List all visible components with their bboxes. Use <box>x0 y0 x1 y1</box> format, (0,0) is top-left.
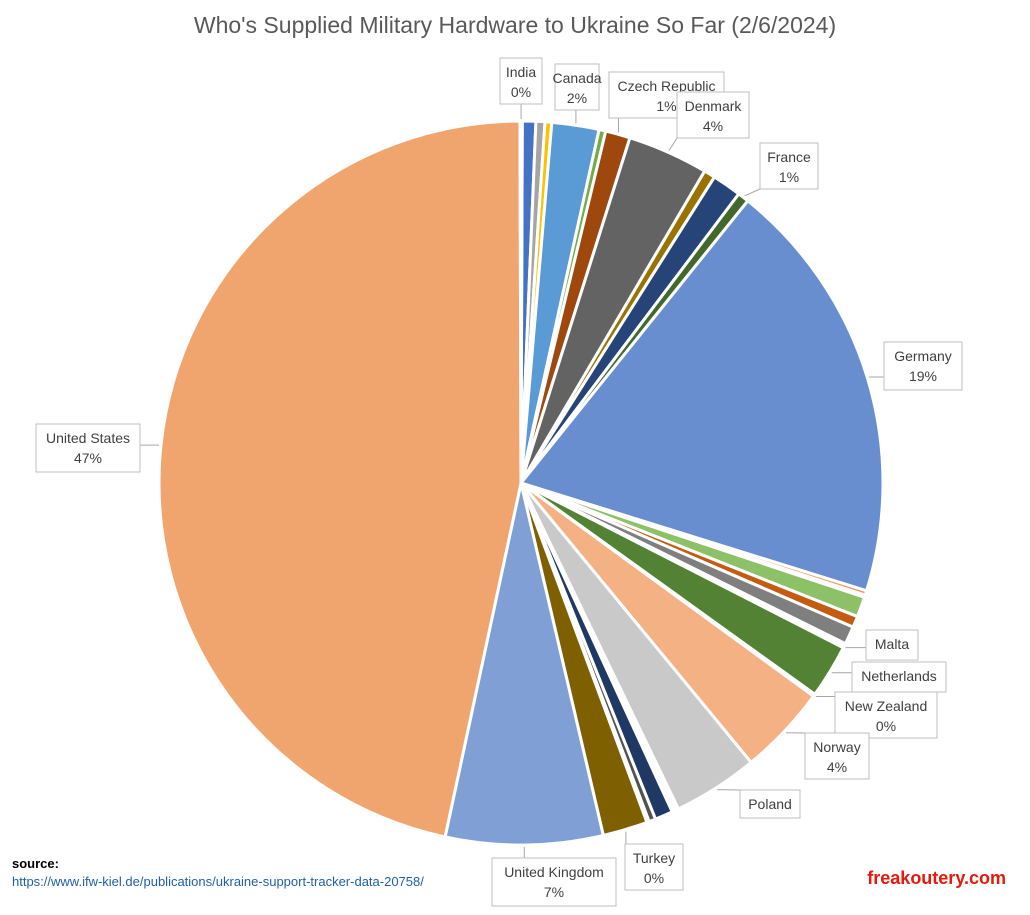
data-label-value: 0% <box>644 870 664 886</box>
data-label-value: 4% <box>827 759 847 775</box>
source-label: source: <box>12 856 59 871</box>
data-label-value: 0% <box>511 84 531 100</box>
data-label-name: Denmark <box>685 98 743 114</box>
data-label-name: Malta <box>875 636 909 652</box>
data-label-value: 47% <box>74 450 102 466</box>
data-label-name: Canada <box>552 70 601 86</box>
data-label-france: France 1% <box>759 142 819 190</box>
data-label-name: Poland <box>748 796 792 812</box>
brand-watermark: freakoutery.com <box>867 868 1006 888</box>
data-label-new-zealand: New Zealand 0% <box>834 691 938 739</box>
data-label-name: Germany <box>894 348 952 364</box>
data-label-value: 4% <box>703 118 723 134</box>
data-label-netherlands: Netherlands <box>851 661 947 693</box>
data-label-value: 19% <box>909 368 937 384</box>
data-label-name: Norway <box>813 739 860 755</box>
data-label-value: 2% <box>567 90 587 106</box>
data-label-value: 7% <box>544 884 564 900</box>
data-label-germany: Germany 19% <box>883 341 963 391</box>
data-label-denmark: Denmark 4% <box>676 91 750 139</box>
data-label-name: New Zealand <box>845 698 928 714</box>
data-label-name: France <box>767 149 811 165</box>
pie-slice-united-kingdom <box>443 482 606 847</box>
pie-slice-india <box>518 119 524 484</box>
data-label-norway: Norway 4% <box>804 732 870 780</box>
data-label-name: Czech Republic <box>617 78 715 94</box>
data-label-name: United Kingdom <box>504 864 604 880</box>
data-label-name: India <box>506 64 537 80</box>
source-link[interactable]: https://www.ifw-kiel.de/publications/ukr… <box>12 874 424 889</box>
data-label-value: 0% <box>876 718 896 734</box>
pie-slice-united-states <box>157 119 523 839</box>
data-label-united-kingdom: United Kingdom 7% <box>491 857 617 907</box>
data-label-poland: Poland <box>739 789 801 819</box>
leader-line-france <box>744 188 761 197</box>
data-label-value: 1% <box>779 169 799 185</box>
data-label-united-states: United States 47% <box>35 423 141 473</box>
data-label-name: Turkey <box>633 850 675 866</box>
data-label-name: Netherlands <box>861 668 937 684</box>
data-label-value: 1% <box>656 98 676 114</box>
data-label-name: United States <box>46 430 130 446</box>
pie-slice-germany <box>518 198 885 593</box>
data-label-canada: Canada 2% <box>552 63 602 111</box>
data-label-turkey: Turkey 0% <box>624 843 684 891</box>
chart-title: Who's Supplied Military Hardware to Ukra… <box>193 12 837 38</box>
data-label-india: India 0% <box>499 57 543 105</box>
leader-line-denmark <box>668 137 678 151</box>
data-label-malta: Malta <box>865 629 919 661</box>
